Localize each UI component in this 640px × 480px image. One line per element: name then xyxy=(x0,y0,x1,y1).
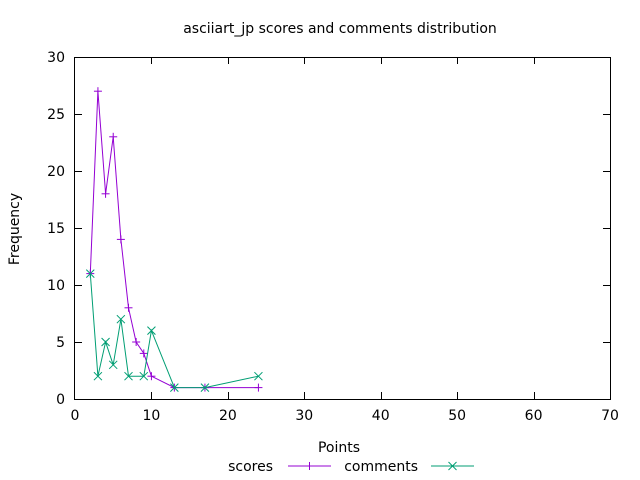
x-axis: 0 10 20 30 40 50 60 70 xyxy=(71,57,619,424)
legend-marker-comments xyxy=(448,461,457,471)
data-point-comments xyxy=(170,383,179,392)
series-layer xyxy=(85,87,263,392)
x-tick-label: 30 xyxy=(295,408,313,424)
series-line-scores xyxy=(89,91,259,389)
y-tick-label: 5 xyxy=(56,335,65,351)
x-tick-label: 40 xyxy=(372,408,390,424)
y-tick-label: 20 xyxy=(47,164,65,180)
legend-label-comments: comments xyxy=(344,459,418,475)
series-scores xyxy=(86,87,263,392)
y-tick-label: 30 xyxy=(47,50,65,66)
series-comments xyxy=(85,269,263,392)
data-point-scores xyxy=(93,87,102,96)
x-tick-label: 50 xyxy=(448,408,466,424)
x-axis-label: Points xyxy=(318,440,360,456)
data-point-scores xyxy=(132,338,141,346)
y-axis: 0 5 10 15 20 25 30 xyxy=(47,50,610,408)
data-point-comments xyxy=(200,383,210,392)
legend: scores comments xyxy=(228,459,474,475)
data-point-comments xyxy=(124,371,133,381)
x-tick-label: 60 xyxy=(525,408,543,424)
data-point-comments xyxy=(139,371,149,381)
y-tick-label: 10 xyxy=(47,278,65,294)
data-point-scores xyxy=(101,189,110,198)
x-tick-label: 70 xyxy=(601,408,619,424)
y-tick-label: 0 xyxy=(56,392,65,408)
data-point-comments xyxy=(147,326,156,335)
data-point-comments xyxy=(101,337,110,347)
data-point-comments xyxy=(116,314,126,324)
data-point-scores xyxy=(124,303,133,312)
y-axis-label: Frequency xyxy=(7,193,23,265)
data-point-scores xyxy=(139,349,148,358)
data-point-scores xyxy=(116,235,125,244)
x-tick-label: 0 xyxy=(71,408,80,424)
data-point-comments xyxy=(93,371,103,381)
y-tick-label: 15 xyxy=(47,221,65,237)
data-point-scores xyxy=(254,383,263,392)
data-point-comments xyxy=(85,269,95,278)
data-point-comments xyxy=(254,371,263,381)
x-tick-label: 10 xyxy=(143,408,161,424)
x-tick-label: 20 xyxy=(219,408,237,424)
legend-marker-scores xyxy=(305,462,314,470)
legend-label-scores: scores xyxy=(228,459,273,475)
data-point-scores xyxy=(147,372,156,381)
data-point-comments xyxy=(108,360,118,370)
y-tick-label: 25 xyxy=(47,107,65,123)
chart-title: asciiart_jp scores and comments distribu… xyxy=(183,21,497,37)
series-line-comments xyxy=(89,273,259,389)
plot-frame xyxy=(74,57,611,400)
data-point-scores xyxy=(109,132,118,141)
